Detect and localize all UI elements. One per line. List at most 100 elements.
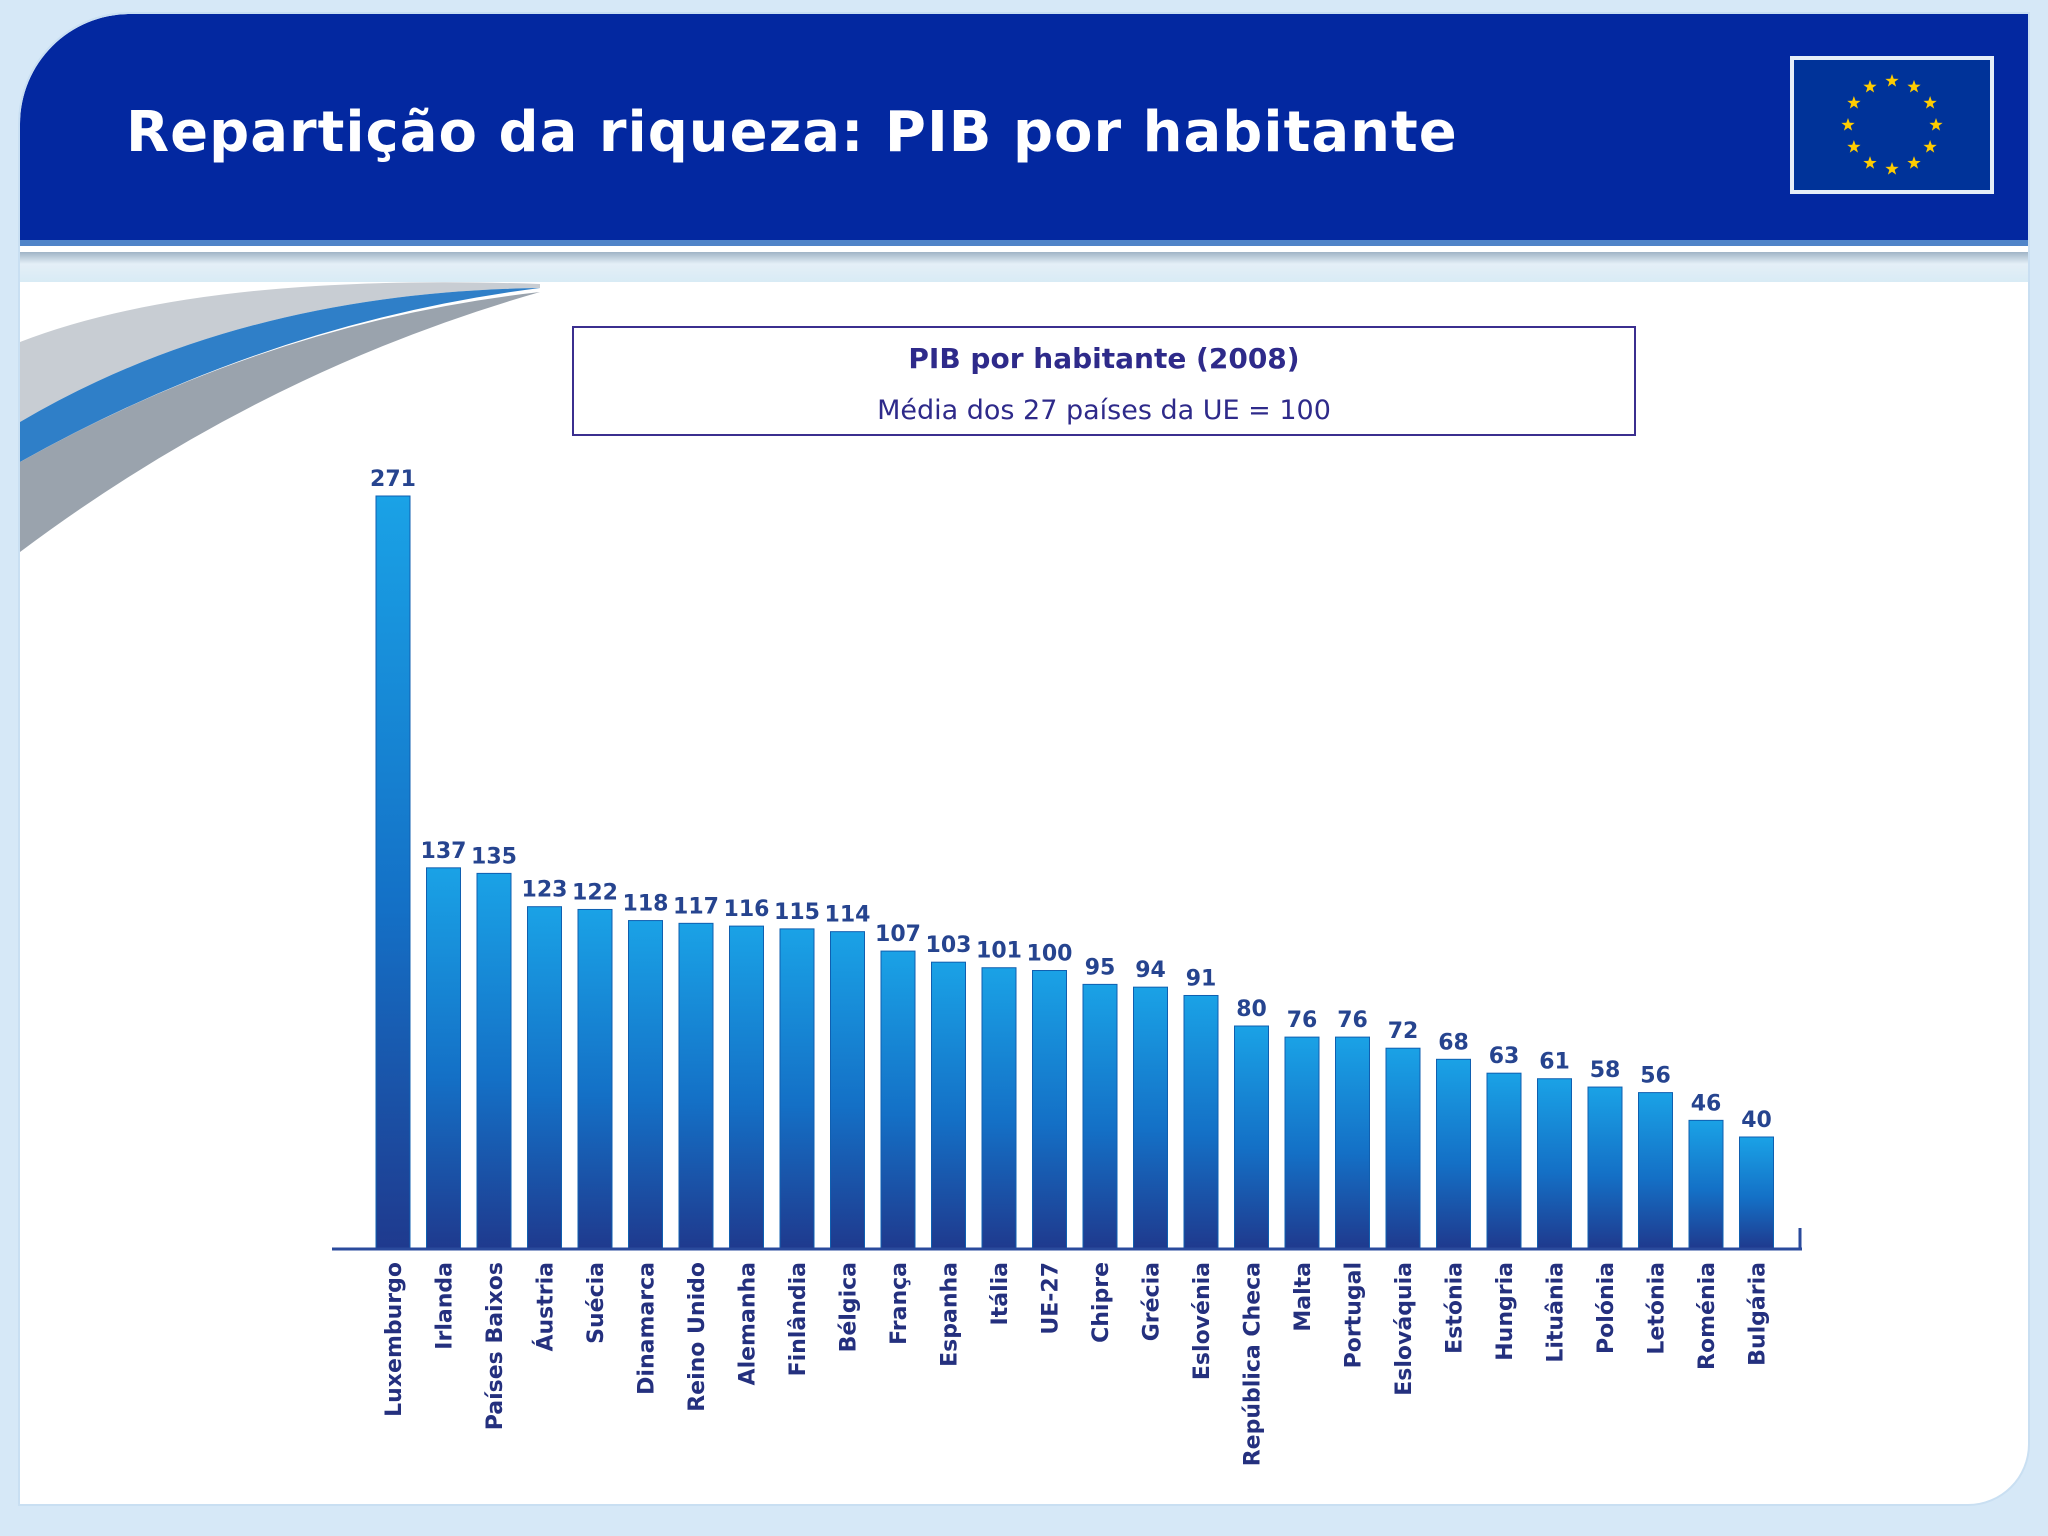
value-label: 61 (1539, 1050, 1570, 1075)
bar-portugal (1335, 1036, 1370, 1249)
bar-lituânia (1537, 1078, 1572, 1249)
value-label: 94 (1135, 958, 1166, 983)
value-label: 80 (1236, 997, 1267, 1022)
category-label: Roménia (1695, 1262, 1720, 1370)
category-label: Áustria (533, 1262, 559, 1352)
bar-chipre (1082, 983, 1118, 1249)
value-label: 117 (673, 894, 719, 919)
category-label: Reino Unido (685, 1262, 710, 1412)
bar-ue-27 (1032, 970, 1067, 1249)
value-label: 91 (1186, 966, 1217, 991)
bar-luxemburgo (375, 495, 411, 1249)
category-label: Alemanha (736, 1262, 761, 1385)
category-label: Suécia (584, 1262, 609, 1344)
bar-alemanha (729, 925, 764, 1249)
bar-irlanda (426, 867, 461, 1249)
page-title: Repartição da riqueza: PIB por habitante (126, 100, 1458, 165)
category-label: Eslováquia (1392, 1262, 1417, 1396)
category-label: Estónia (1443, 1262, 1468, 1354)
value-label: 63 (1489, 1044, 1520, 1069)
category-label: Países Baixos (483, 1262, 508, 1430)
value-label: 137 (421, 839, 467, 864)
bar-roménia (1688, 1119, 1724, 1249)
bar-eslováquia (1385, 1047, 1421, 1249)
value-label: 40 (1741, 1108, 1772, 1133)
value-label: 135 (471, 844, 517, 869)
decorative-swoosh (20, 282, 540, 552)
header-underline (20, 252, 2028, 282)
value-label: 68 (1438, 1030, 1469, 1055)
bar-eslovénia (1183, 994, 1219, 1249)
value-label: 116 (724, 897, 770, 922)
category-label: República Checa (1241, 1262, 1266, 1466)
value-label: 58 (1590, 1058, 1621, 1083)
category-label: Irlanda (433, 1262, 458, 1350)
category-label: Grécia (1140, 1262, 1165, 1341)
value-label: 115 (774, 900, 820, 925)
chart-subtitle: Média dos 27 países da UE = 100 (877, 395, 1331, 426)
flag-star-icon (1863, 156, 1877, 169)
eu-flag-icon (1790, 56, 1994, 194)
bar-hungria (1486, 1072, 1522, 1249)
bar-letónia (1638, 1092, 1673, 1249)
category-label: Luxemburgo (382, 1262, 407, 1417)
slide-card: Repartição da riqueza: PIB por habitante (20, 14, 2028, 1504)
value-label: 107 (875, 922, 921, 947)
category-label: Polónia (1594, 1262, 1619, 1354)
category-label: Itália (988, 1262, 1013, 1325)
value-label: 114 (825, 903, 871, 928)
bar-itália (981, 967, 1017, 1249)
bar-áustria (527, 906, 562, 1249)
bar-frança (880, 950, 916, 1249)
category-label: Portugal (1342, 1262, 1367, 1368)
bar-reino-unido (678, 922, 714, 1249)
value-label: 46 (1691, 1091, 1722, 1116)
value-label: 103 (926, 933, 972, 958)
value-label: 76 (1287, 1008, 1318, 1033)
category-label: França (887, 1262, 912, 1345)
value-label: 122 (572, 880, 618, 905)
bar-bulgária (1739, 1136, 1774, 1249)
flag-star-icon (1907, 156, 1921, 169)
category-label: Dinamarca (635, 1262, 660, 1395)
bar-grécia (1133, 986, 1168, 1249)
chart-title: PIB por habitante (2008) (908, 342, 1300, 375)
category-label: Hungria (1493, 1262, 1518, 1361)
flag-star-icon (1929, 118, 1943, 131)
category-label: Eslovénia (1190, 1262, 1215, 1380)
category-label: Lituânia (1544, 1262, 1569, 1363)
flag-star-icon (1923, 96, 1937, 109)
value-label: 101 (976, 939, 1022, 964)
flag-star-icon (1847, 96, 1861, 109)
value-label: 56 (1640, 1064, 1671, 1089)
value-label: 72 (1388, 1019, 1419, 1044)
flag-star-icon (1841, 118, 1855, 131)
bar-finlândia (779, 928, 815, 1249)
bar-malta (1284, 1036, 1320, 1249)
bar-república-checa (1234, 1025, 1269, 1249)
flag-star-icon (1885, 74, 1899, 87)
category-label: Letónia (1645, 1262, 1670, 1355)
bar-suécia (577, 908, 613, 1249)
bar-estónia (1436, 1058, 1471, 1249)
bar-espanha (931, 961, 966, 1249)
flag-star-icon (1923, 140, 1937, 153)
category-label: Espanha (938, 1262, 963, 1367)
value-label: 76 (1337, 1008, 1368, 1033)
category-label: Bulgária (1746, 1262, 1771, 1366)
bar-dinamarca (628, 920, 663, 1249)
value-label: 123 (522, 878, 568, 903)
flag-star-icon (1907, 79, 1921, 93)
flag-star-icon (1847, 140, 1861, 153)
value-label: 95 (1085, 955, 1116, 980)
category-label: UE-27 (1039, 1262, 1064, 1335)
category-label: Finlândia (786, 1262, 811, 1376)
bar-países-baixos (476, 872, 512, 1249)
chart-title-box: PIB por habitante (2008) Média dos 27 pa… (572, 326, 1636, 436)
header-bar (20, 14, 2028, 246)
category-label: Bélgica (837, 1262, 862, 1352)
category-label: Chipre (1089, 1262, 1114, 1343)
value-label: 271 (370, 467, 416, 492)
flag-star-icon (1885, 162, 1899, 175)
